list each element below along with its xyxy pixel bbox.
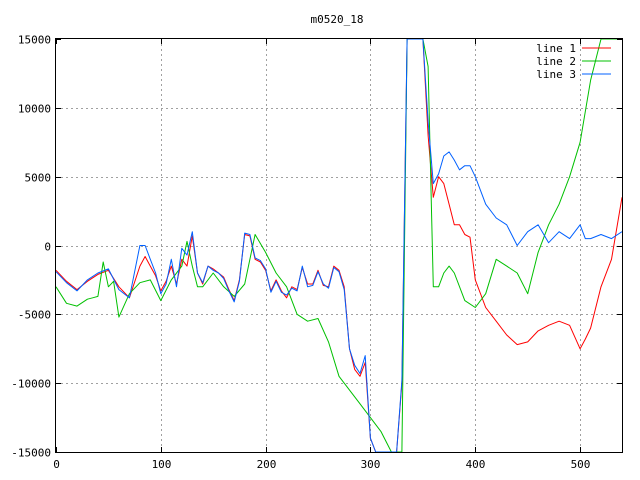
y-tick-label: 0 (44, 241, 51, 254)
x-tick-label: 400 (466, 458, 486, 471)
plot-frame (55, 38, 623, 453)
y-tick-label: 15000 (18, 34, 51, 47)
axis-ticks: 0 100 200 300 400 500 -15000 -10000 -5000 0 5000 10… (11, 34, 622, 471)
x-tick-label: 200 (257, 458, 277, 471)
x-tick-label: 100 (152, 458, 172, 471)
x-tick-label: 500 (571, 458, 591, 471)
legend-label: line 3 (536, 68, 576, 81)
legend-label: line 1 (536, 42, 576, 55)
y-tick-label: 5000 (25, 172, 52, 185)
legend-label: line 2 (536, 55, 576, 68)
plot-area (56, 39, 622, 452)
y-tick-label: -5000 (18, 309, 51, 322)
grid (56, 39, 622, 452)
series-line-3 (56, 39, 622, 452)
series-line-2 (56, 39, 622, 452)
chart-title: m0520_18 (311, 13, 364, 26)
x-tick-label: 0 (53, 458, 60, 471)
x-tick-label: 300 (361, 458, 381, 471)
y-tick-label: -10000 (11, 378, 51, 391)
y-tick-label: -15000 (11, 447, 51, 460)
y-tick-label: 10000 (18, 103, 51, 116)
